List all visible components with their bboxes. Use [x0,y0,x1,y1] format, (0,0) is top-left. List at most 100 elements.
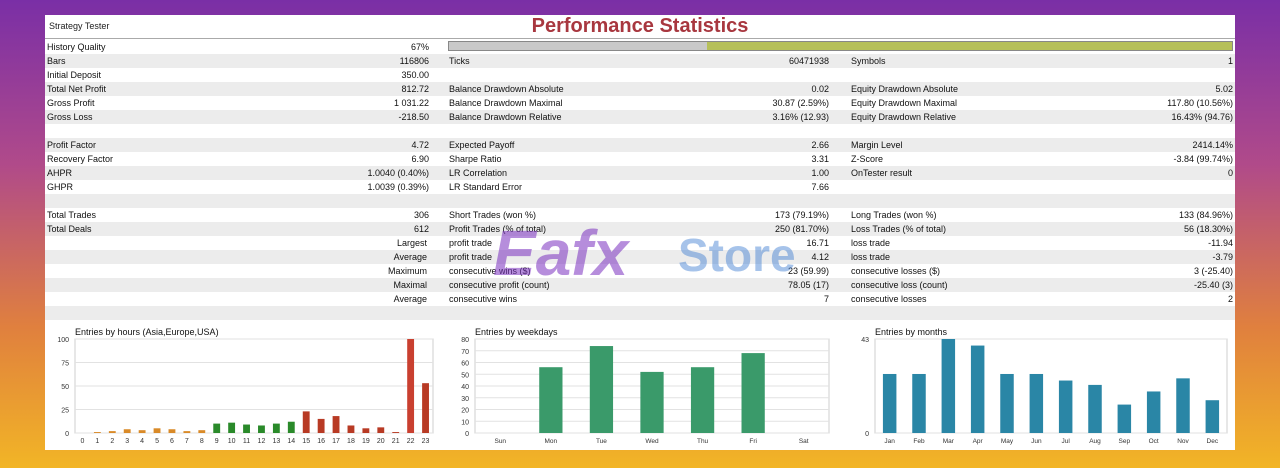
y-tick-label: 100 [57,337,69,344]
stat-value: 117.80 (10.56%) [1167,98,1233,108]
stat-label: Gross Loss [47,112,93,122]
y-tick-label: 40 [461,384,469,391]
stats-row: Gross Loss -218.50 Balance Drawdown Relati… [45,110,1235,124]
bar [272,423,280,433]
strategy-tester-panel: Strategy Tester Performance Statistics H… [45,15,1235,450]
stat-label: GHPR [47,182,74,192]
stats-row: GHPR 1.0039 (0.39%) LR Standard Error 7.66 [45,180,1235,194]
stats-row: Total Net Profit 812.72 Balance Drawdown A… [45,82,1235,96]
stat-value: 812.72 [401,84,429,94]
bar [690,367,715,433]
stat-value: 1 031.22 [393,98,429,108]
stat-value: 173 (79.19%) [774,210,829,220]
stat-label: Equity Drawdown Absolute [851,84,959,94]
stat-value: 2414.14% [1192,140,1233,150]
y-tick-label: 10 [461,419,469,426]
x-tick-label: 2 [110,438,114,445]
stat-value: 133 (84.96%) [1178,210,1233,220]
stat-label: Total Net Profit [47,84,107,94]
stat-value: 2.66 [811,140,829,150]
x-tick-label: Tue [596,438,607,445]
stat-label: consecutive losses ($) [851,266,941,276]
stat-label: OnTester result [851,168,913,178]
stats-row: Largest profit trade 16.71 loss trade -11.94 [45,236,1235,250]
x-tick-label: 19 [362,438,370,445]
stat-value: 3.16% (12.93) [772,112,829,122]
stat-value: 3 (-25.40) [1193,266,1233,276]
bar [123,429,131,433]
stat-value: 2 [1227,294,1233,304]
stat-label: Sharpe Ratio [449,154,502,164]
stat-value: 612 [413,224,429,234]
stat-value: 23 (59.99) [787,266,829,276]
stat-value: 1 [1227,56,1233,66]
bar [392,432,400,433]
x-tick-label: 7 [185,438,189,445]
bar [93,432,101,433]
x-tick-label: 6 [170,438,174,445]
stat-value: 3.31 [811,154,829,164]
bar [1058,380,1073,433]
x-tick-label: 1 [95,438,99,445]
history-quality-fill [707,42,1232,50]
stat-label: Symbols [851,56,886,66]
stat-value: 306 [413,210,429,220]
x-tick-label: 12 [258,438,266,445]
stats-row: AHPR 1.0040 (0.40%) LR Correlation 1.00 OnTe… [45,166,1235,180]
y-tick-label: 0 [65,431,69,438]
chart-title: Entries by hours (Asia,Europe,USA) [75,327,219,337]
chart-svg: 0 43 Jan Feb Mar Apr May Jun Jul Aug Sep Oct Nov Dec [861,337,1228,445]
x-tick-label: Fri [749,438,757,445]
stat-label: Profit Factor [47,140,97,150]
bar [422,383,429,433]
bar [1029,373,1044,433]
bar [882,373,897,433]
stats-row: Gross Profit 1 031.22 Balance Drawdown Max… [45,96,1235,110]
x-tick-label: Sat [799,438,809,445]
stat-label: History Quality [47,42,106,52]
x-tick-label: 15 [302,438,310,445]
x-tick-label: Dec [1207,438,1219,445]
x-tick-label: Mon [545,438,558,445]
stat-value: 4.72 [411,140,429,150]
stat-label: profit trade [449,238,493,248]
bar [108,431,116,433]
header-divider [45,38,1235,39]
stat-value: 5.02 [1215,84,1233,94]
x-tick-label: Wed [645,438,659,445]
stat-label: Gross Profit [47,98,95,108]
stat-label: Expected Payoff [449,140,515,150]
bar [317,418,325,433]
x-tick-label: 5 [155,438,159,445]
bar [970,345,985,433]
stats-row: History Quality 67% [45,40,1235,54]
stat-label: Maximum [387,266,427,276]
x-tick-label: Mar [943,438,955,445]
stat-value: 1.0039 (0.39%) [367,182,429,192]
stat-label: Total Deals [47,224,92,234]
x-tick-label: 21 [392,438,400,445]
bar [347,425,355,433]
bar [198,430,206,433]
stats-row: Maximal consecutive profit (count) 78.05 (… [45,278,1235,292]
x-tick-label: Nov [1177,438,1189,445]
stat-label: Average [393,252,427,262]
x-tick-label: 20 [377,438,385,445]
chart-entries-by-hours: Entries by hours (Asia,Europe,USA) 0 25 50… [45,325,441,450]
stat-value: 0 [1227,168,1233,178]
bar [539,367,563,433]
stat-label: Initial Deposit [47,70,102,80]
stat-value: 16.43% (94.76) [1171,112,1233,122]
stat-value: 4.12 [811,252,829,262]
page-title: Performance Statistics [531,15,749,37]
stat-label: Average [393,294,427,304]
stat-label: Bars [47,56,66,66]
stat-label: consecutive wins ($) [449,266,531,276]
y-tick-label: 0 [465,431,469,438]
bar [258,425,265,433]
stat-label: AHPR [47,168,73,178]
x-tick-label: Sun [494,438,506,445]
stat-label: Balance Drawdown Relative [449,112,562,122]
chart-svg: 0 10 20 30 40 50 60 70 80 Sun Mon Tue Wed Thu Fri Sat [461,337,830,445]
